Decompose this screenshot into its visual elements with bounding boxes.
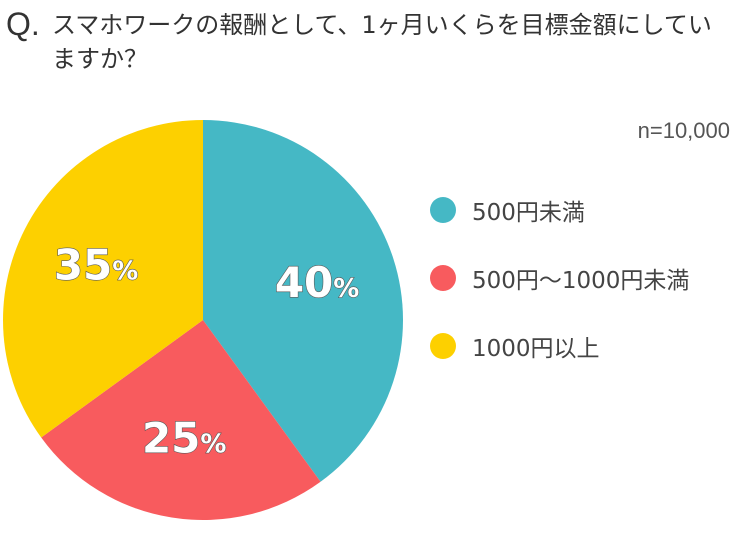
legend-dot-icon [430, 197, 456, 223]
pie-slice [203, 120, 403, 482]
question-mark: Q. [6, 6, 40, 42]
question-text: スマホワークの報酬として、1ヶ月いくらを目標金額にしていますか？ [52, 11, 712, 73]
legend-label: 1000円以上 [472, 336, 600, 362]
pie-slice-label: 25% [142, 414, 227, 463]
sample-size: n=10,000 [637, 118, 730, 143]
legend: 500円未満 500円〜1000円未満 1000円以上 [430, 194, 730, 398]
pie-labels: 40% 25% 35% [53, 240, 360, 463]
legend-dot-icon [430, 333, 456, 359]
legend-label: 500円未満 [472, 200, 585, 226]
question: Q. スマホワークの報酬として、1ヶ月いくらを目標金額にしていますか？ [6, 4, 726, 84]
legend-item: 500円未満 [430, 194, 730, 226]
pie-chart: 40% 25% 35% [3, 119, 403, 520]
legend-dot-icon [430, 265, 456, 291]
pie-slice [41, 320, 321, 520]
legend-item: 1000円以上 [430, 330, 730, 362]
pie-slice-label: 35% [54, 241, 139, 290]
legend-label: 500円〜1000円未満 [472, 268, 690, 294]
legend-item: 500円〜1000円未満 [430, 262, 730, 294]
pie-slice [3, 119, 204, 438]
pie-slice-label: 40% [275, 258, 360, 307]
pie-slices [3, 119, 403, 520]
